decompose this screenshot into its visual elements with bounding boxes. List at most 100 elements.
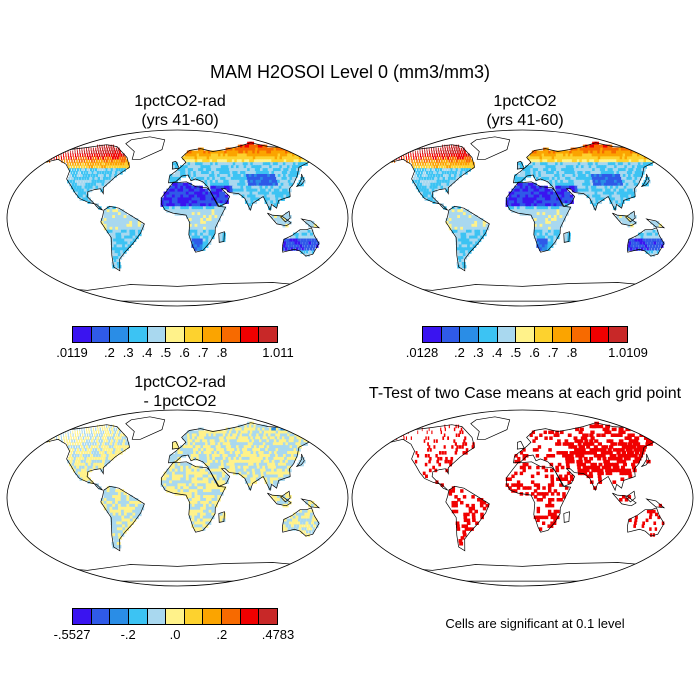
map-grid-cell xyxy=(221,171,226,175)
map-grid-cell xyxy=(260,156,265,160)
map-grid-cell xyxy=(171,483,176,487)
map-grid-cell xyxy=(87,185,90,190)
map-grid-cell xyxy=(274,179,279,184)
map-grid-cell xyxy=(600,156,605,160)
map-grid-cell xyxy=(553,241,557,245)
map-grid-cell xyxy=(653,250,657,254)
map-grid-cell xyxy=(200,171,205,175)
map-grid-cell xyxy=(405,147,407,152)
map-grid-cell xyxy=(60,436,63,440)
map-grid-cell xyxy=(215,459,219,464)
map-grid-cell xyxy=(250,182,255,187)
map-grid-cell xyxy=(249,471,254,476)
map-grid-cell xyxy=(637,238,641,243)
map-grid-cell xyxy=(274,218,278,222)
map-grid-cell xyxy=(109,218,113,222)
map-grid-cell xyxy=(427,194,431,199)
map-grid-cell xyxy=(605,168,610,172)
map-grid-cell xyxy=(579,153,584,157)
map-grid-cell xyxy=(93,454,96,458)
map-grid-cell xyxy=(541,247,545,251)
map-grid-cell xyxy=(290,247,293,251)
figure-title: MAM H2OSOI Level 0 (mm3/mm3) xyxy=(209,62,491,82)
map-grid-cell xyxy=(543,153,548,157)
map-grid-cell xyxy=(183,483,187,487)
map-grid-cell xyxy=(283,182,288,187)
map-grid-cell xyxy=(171,188,176,193)
map-grid-cell xyxy=(112,512,117,517)
map-grid-cell xyxy=(125,247,129,251)
map-grid-cell xyxy=(194,215,198,219)
map-grid-cell xyxy=(214,206,218,210)
map-grid-cell xyxy=(140,223,145,228)
map-grid-cell xyxy=(235,150,241,155)
map-grid-cell xyxy=(211,156,216,160)
map-grid-cell xyxy=(305,253,308,257)
map-grid-cell xyxy=(278,159,284,163)
map-grid-cell xyxy=(586,191,590,196)
map-grid-cell xyxy=(171,194,176,199)
map-grid-cell xyxy=(615,185,620,190)
map-grid-cell xyxy=(193,150,198,155)
map-grid-cell xyxy=(197,162,202,166)
map-grid-cell xyxy=(445,188,449,193)
map-grid-cell xyxy=(596,159,601,163)
map-grid-cell xyxy=(292,451,297,455)
map-grid-cell xyxy=(227,174,232,178)
map-grid-cell xyxy=(556,206,560,210)
map-grid-cell xyxy=(213,474,218,479)
map-grid-cell xyxy=(171,474,176,479)
map-grid-cell xyxy=(261,159,266,163)
map-grid-cell xyxy=(460,159,463,163)
map-grid-cell xyxy=(460,226,464,231)
map-grid-cell xyxy=(168,209,173,213)
map-grid-cell xyxy=(622,174,628,178)
map-grid-cell xyxy=(561,203,566,207)
map-grid-cell xyxy=(203,226,207,231)
map-grid-cell xyxy=(247,480,252,484)
map-grid-cell xyxy=(211,454,216,458)
map-grid-cell xyxy=(607,156,613,160)
map-grid-cell xyxy=(267,483,272,487)
map-grid-cell xyxy=(58,436,60,440)
map-grid-cell xyxy=(182,182,187,187)
map-grid-cell xyxy=(213,471,218,476)
map-grid-cell xyxy=(172,165,176,169)
map-grid-cell xyxy=(236,165,240,169)
map-grid-cell xyxy=(293,244,297,248)
map-grid-cell xyxy=(271,445,277,449)
map-grid-cell xyxy=(303,518,307,523)
map-grid-cell xyxy=(228,165,233,169)
map-grid-cell xyxy=(225,477,229,481)
map-grid-cell xyxy=(194,439,199,443)
map-grid-cell xyxy=(177,182,181,187)
map-grid-cell xyxy=(74,147,76,152)
map-grid-cell xyxy=(525,168,529,172)
map-grid-cell xyxy=(603,194,608,199)
map-grid-cell xyxy=(196,176,200,181)
map-grid-cell xyxy=(216,451,221,455)
map-grid-cell xyxy=(634,235,638,240)
map-grid-cell xyxy=(236,448,241,452)
map-grid-cell xyxy=(83,191,87,196)
map-grid-cell xyxy=(215,433,220,437)
map-grid-cell xyxy=(463,168,466,172)
map-grid-cell xyxy=(439,179,442,184)
map-grid-cell xyxy=(231,168,236,172)
map-grid-cell xyxy=(212,150,217,155)
map-grid-cell xyxy=(194,500,198,505)
map-grid-cell xyxy=(115,439,118,443)
map-grid-cell xyxy=(122,244,126,248)
map-grid-cell xyxy=(540,174,545,178)
map-grid-cell xyxy=(313,503,317,508)
map-grid-cell xyxy=(111,174,115,178)
map-grid-cell xyxy=(99,144,101,149)
map-grid-cell xyxy=(297,162,303,166)
map-grid-cell xyxy=(101,451,105,455)
map-grid-cell xyxy=(271,215,275,219)
map-grid-cell xyxy=(525,209,529,213)
map-grid-cell xyxy=(608,153,613,157)
map-grid-cell xyxy=(106,424,108,429)
map-grid-cell xyxy=(300,238,304,243)
map-grid-cell xyxy=(438,171,442,175)
